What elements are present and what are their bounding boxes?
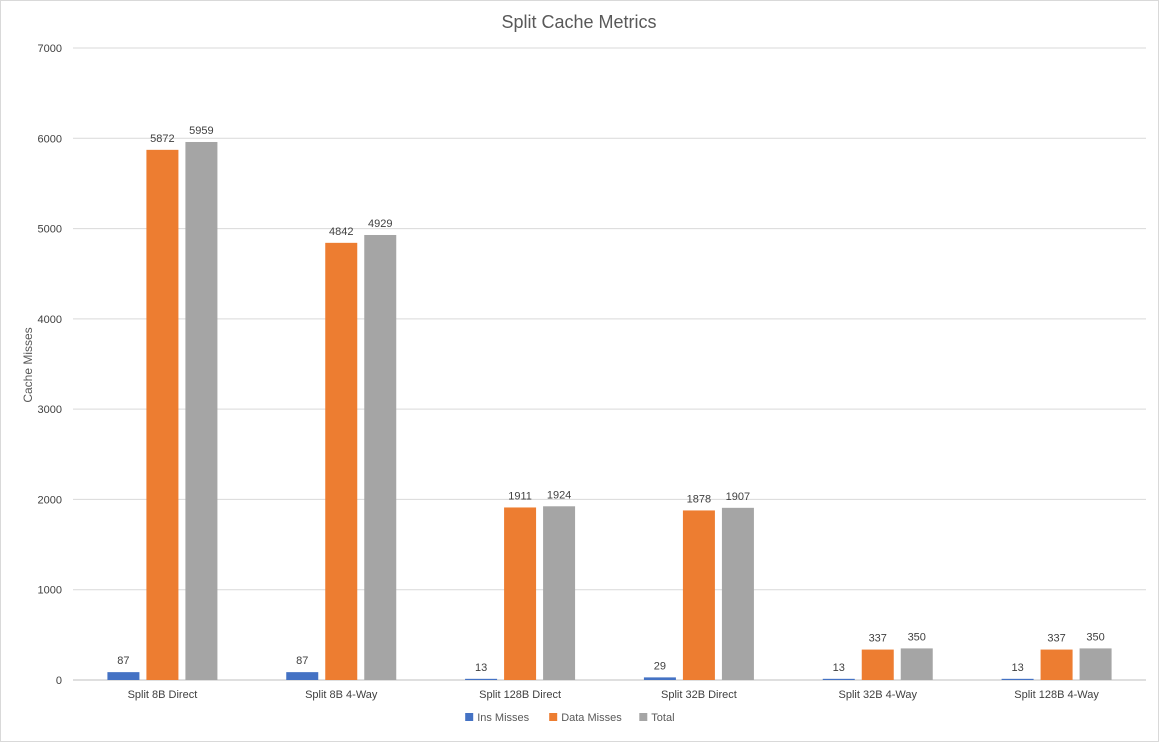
y-tick-label: 0	[56, 675, 62, 687]
data-label: 4842	[329, 226, 353, 238]
data-label: 13	[833, 662, 845, 674]
data-label: 337	[1047, 633, 1065, 645]
data-label: 1907	[726, 491, 750, 503]
data-label: 13	[475, 662, 487, 674]
data-label: 1911	[508, 490, 532, 502]
x-tick-label: Split 32B Direct	[661, 689, 737, 701]
y-tick-label: 1000	[38, 585, 62, 597]
data-label: 5959	[189, 125, 213, 137]
bar-ins-misses	[643, 677, 676, 680]
data-label: 13	[1011, 662, 1023, 674]
legend-swatch	[639, 713, 648, 721]
bar-data-misses	[504, 507, 537, 680]
y-tick-label: 6000	[38, 133, 62, 145]
bar-total	[364, 234, 397, 680]
x-tick-label: Split 32B 4-Way	[839, 689, 918, 701]
legend-swatch	[465, 713, 474, 721]
legend: Ins Misses Data Misses Total	[465, 712, 675, 724]
bar-ins-misses	[822, 678, 855, 680]
x-tick-label: Split 8B 4-Way	[305, 689, 378, 701]
data-label: 1924	[547, 489, 571, 501]
bar-data-misses	[861, 649, 894, 680]
data-label: 350	[908, 631, 926, 643]
bar-data-misses	[682, 510, 715, 680]
data-label: 350	[1086, 631, 1104, 643]
legend-label: Total	[651, 712, 674, 724]
bar-data-misses	[146, 149, 179, 680]
data-labels: 87 5872 5959 87 4842 4929 13 1911 1924 29 1878 1907…	[117, 125, 1104, 674]
data-label: 87	[296, 655, 308, 667]
legend-label: Ins Misses	[477, 712, 529, 724]
x-tick-label: Split 8B Direct	[128, 689, 198, 701]
bar-data-misses	[1040, 649, 1073, 680]
y-tick-label: 2000	[38, 494, 62, 506]
x-tick-label: Split 128B 4-Way	[1014, 689, 1099, 701]
data-label: 29	[654, 660, 666, 672]
y-tick-label: 3000	[38, 404, 62, 416]
y-axis-ticks: 0 1000 2000 3000 4000 5000 6000 7000	[38, 43, 62, 687]
bar-ins-misses	[1001, 678, 1034, 680]
bars	[107, 141, 1112, 680]
bar-data-misses	[325, 242, 358, 680]
bar-total	[900, 648, 933, 680]
y-tick-label: 5000	[38, 224, 62, 236]
x-tick-label: Split 128B Direct	[479, 689, 561, 701]
bar-total	[1079, 648, 1112, 680]
chart-title: Split Cache Metrics	[501, 12, 656, 32]
legend-swatch	[549, 713, 558, 721]
bar-total	[721, 507, 754, 680]
data-label: 4929	[368, 218, 392, 230]
x-axis-ticks: Split 8B Direct Split 8B 4-Way Split 128B …	[128, 689, 1100, 701]
bar-total	[185, 141, 218, 680]
bar-ins-misses	[107, 672, 140, 680]
y-tick-label: 7000	[38, 43, 62, 55]
legend-label: Data Misses	[561, 712, 622, 724]
data-label: 87	[117, 655, 129, 667]
data-label: 1878	[687, 493, 711, 505]
bar-ins-misses	[465, 678, 498, 680]
y-tick-label: 4000	[38, 314, 62, 326]
y-axis-title: Cache Misses	[21, 327, 35, 402]
data-label: 337	[869, 633, 887, 645]
data-label: 5872	[150, 133, 174, 145]
bar-total	[543, 506, 576, 680]
bar-ins-misses	[286, 672, 319, 680]
gridlines	[73, 47, 1146, 681]
